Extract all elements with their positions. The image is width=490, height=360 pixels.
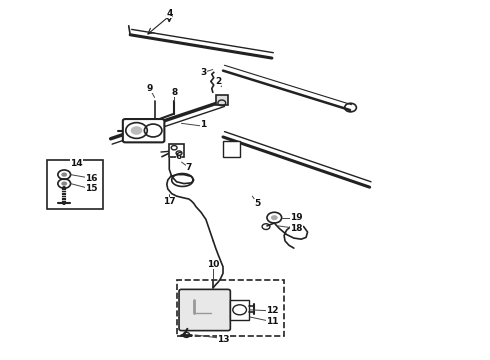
Text: 6: 6 bbox=[176, 152, 182, 161]
Text: 7: 7 bbox=[186, 163, 192, 172]
FancyBboxPatch shape bbox=[123, 119, 164, 142]
Bar bbox=[47, 160, 103, 209]
Text: 3: 3 bbox=[200, 68, 207, 77]
Text: 11: 11 bbox=[266, 317, 278, 326]
Text: 17: 17 bbox=[163, 197, 175, 206]
Bar bbox=[230, 300, 249, 320]
Bar bbox=[216, 95, 228, 105]
Text: 12: 12 bbox=[266, 306, 278, 315]
Bar bbox=[223, 140, 240, 157]
FancyBboxPatch shape bbox=[179, 289, 230, 330]
Circle shape bbox=[61, 172, 67, 177]
Text: 10: 10 bbox=[207, 260, 220, 269]
Circle shape bbox=[131, 126, 143, 135]
Bar bbox=[176, 280, 284, 336]
Text: 19: 19 bbox=[290, 213, 303, 222]
Text: 8: 8 bbox=[171, 87, 177, 96]
Text: 5: 5 bbox=[254, 199, 260, 208]
Text: 15: 15 bbox=[85, 184, 98, 193]
Text: 13: 13 bbox=[217, 335, 229, 344]
Text: 1: 1 bbox=[200, 120, 207, 129]
Text: 16: 16 bbox=[85, 174, 98, 183]
Text: 18: 18 bbox=[290, 224, 302, 233]
Text: 9: 9 bbox=[147, 84, 153, 93]
Circle shape bbox=[61, 181, 67, 186]
Text: 4: 4 bbox=[166, 9, 172, 18]
Text: 2: 2 bbox=[215, 77, 221, 86]
Bar bbox=[169, 144, 184, 157]
Text: 14: 14 bbox=[70, 159, 83, 168]
Circle shape bbox=[271, 215, 278, 220]
